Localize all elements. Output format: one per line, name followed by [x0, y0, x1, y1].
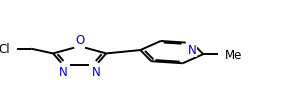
Text: O: O	[75, 34, 84, 47]
Text: N: N	[92, 65, 100, 78]
Text: Me: Me	[225, 48, 243, 61]
Text: N: N	[188, 44, 197, 57]
Text: Cl: Cl	[0, 43, 11, 56]
Text: N: N	[59, 65, 67, 78]
